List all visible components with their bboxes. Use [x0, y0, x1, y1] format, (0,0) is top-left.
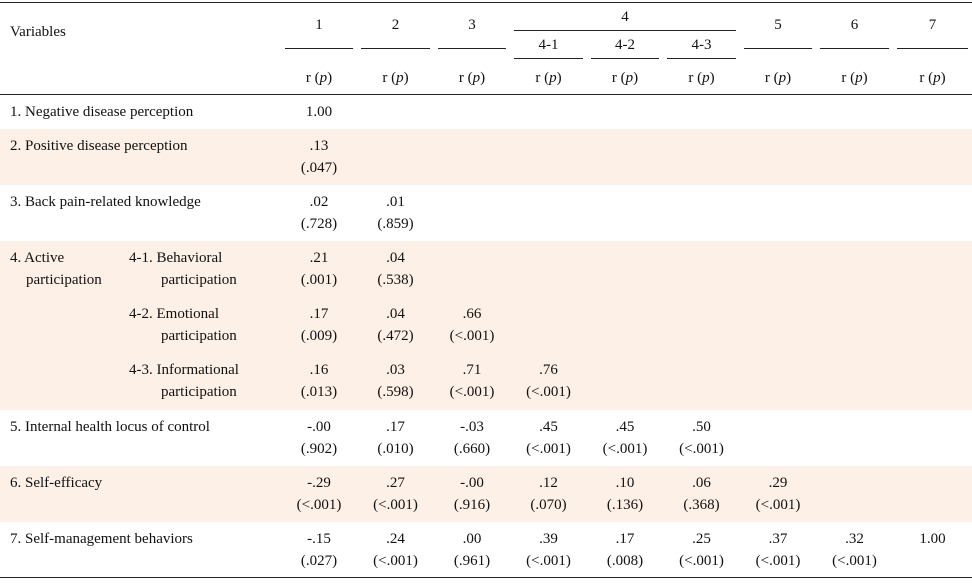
col-header-4-1: 4-1	[510, 33, 587, 63]
cell: .00 (.961)	[434, 521, 510, 578]
cell: .76 (<.001)	[526, 361, 571, 400]
col-header-5: 5	[740, 2, 817, 63]
cell: .32 (<.001)	[816, 521, 894, 578]
row-label: 5. Internal health locus of control	[10, 418, 210, 435]
table-row: 2. Positive disease perception .13 (.047)	[0, 128, 972, 185]
table-row: 1. Negative disease perception 1.00	[0, 95, 972, 129]
cell: .29 (<.001)	[755, 474, 801, 513]
col-header-4: 4	[510, 2, 741, 33]
cell: .17 (.009)	[300, 305, 338, 344]
stat-label-2: r (p)	[357, 62, 434, 95]
row-label: 2. Positive disease perception	[10, 137, 188, 154]
cell: 1.00	[893, 521, 972, 578]
cell: .17 (.008)	[587, 521, 663, 578]
col-header-7: 7	[893, 2, 972, 63]
cell: .01 (.859)	[377, 193, 414, 232]
col-header-2: 2	[357, 2, 434, 63]
cell: .03 (.598)	[377, 361, 414, 400]
cell: .12 (.070)	[530, 474, 567, 513]
table-row: 4-2. Emotional participation .17 (.009) .0…	[0, 296, 972, 353]
cell: .50 (<.001)	[679, 418, 724, 457]
table-row: 7. Self-management behaviors -.15 (.027) …	[0, 521, 972, 578]
row-label: 6. Self-efficacy	[10, 474, 103, 491]
cell: .02 (.728)	[300, 193, 338, 232]
cell: .21 (.001)	[300, 249, 338, 288]
stat-label-4-2: r (p)	[587, 62, 663, 95]
sub-row-label: 4-2. Emotional participation	[129, 305, 237, 344]
cell: .45 (<.001)	[602, 418, 648, 457]
table-row: 5. Internal health locus of control -.00…	[0, 410, 972, 466]
variables-header: Variables	[0, 2, 281, 63]
cell: .04 (.472)	[377, 305, 414, 344]
table-row: 4-3. Informational participation .16 (.013…	[0, 352, 972, 410]
table-row: 3. Back pain-related knowledge .02 (.728)…	[0, 185, 972, 241]
cell: -.00 (.902)	[300, 418, 338, 457]
stat-label-1: r (p)	[281, 62, 357, 95]
row-label: 7. Self-management behaviors	[0, 521, 281, 578]
cell: .27 (<.001)	[373, 474, 418, 513]
cell: .17 (.010)	[377, 418, 414, 457]
table-row: 6. Self-efficacy -.29 (<.001) .27 (<.001) …	[0, 465, 972, 522]
cell: .24 (<.001)	[357, 521, 434, 578]
sub-row-label: 4-1. Behavioral participation	[129, 249, 237, 288]
cell: 1.00	[305, 104, 333, 120]
cell: .71 (<.001)	[449, 361, 495, 400]
cell: -.03 (.660)	[453, 418, 491, 457]
cell: -.15 (.027)	[281, 521, 357, 578]
cell: .13 (.047)	[300, 137, 338, 176]
stat-label-4-1: r (p)	[510, 62, 587, 95]
stat-label-4-3: r (p)	[663, 62, 741, 95]
col-header-1: 1	[281, 2, 357, 63]
cell: .45 (<.001)	[526, 418, 571, 457]
row-label: 4. Active participation	[10, 249, 102, 288]
cell: .04 (.538)	[377, 249, 414, 288]
stat-label-3: r (p)	[434, 62, 510, 95]
col-header-6: 6	[816, 2, 894, 63]
cell: -.00 (.916)	[453, 474, 491, 513]
cell: .25 (<.001)	[663, 521, 741, 578]
cell: -.29 (<.001)	[296, 474, 342, 513]
cell: .39 (<.001)	[510, 521, 587, 578]
sub-row-label: 4-3. Informational participation	[129, 361, 239, 400]
cell: .10 (.136)	[606, 474, 644, 513]
stat-label-5: r (p)	[740, 62, 817, 95]
table-row: 4. Active participation 4-1. Behavioral pa…	[0, 240, 972, 297]
cell: .37 (<.001)	[740, 521, 817, 578]
cell: .66 (<.001)	[449, 305, 495, 344]
col-header-3: 3	[434, 2, 510, 63]
col-header-4-3: 4-3	[663, 33, 740, 63]
stat-label-7: r (p)	[893, 62, 972, 95]
row-label: 3. Back pain-related knowledge	[10, 193, 201, 210]
cell: .06 (.368)	[683, 474, 720, 513]
col-header-4-2: 4-2	[587, 33, 663, 63]
cell: .16 (.013)	[300, 361, 338, 400]
row-label: 1. Negative disease perception	[10, 104, 194, 120]
stat-label-6: r (p)	[816, 62, 894, 95]
